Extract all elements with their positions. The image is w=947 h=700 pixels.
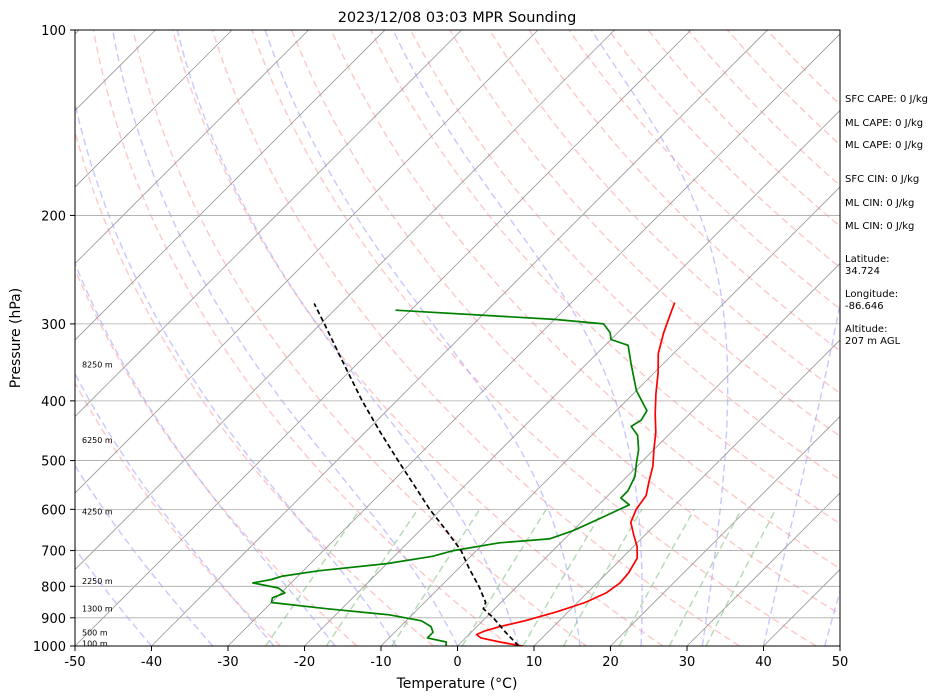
height-label: 8250 m (82, 360, 113, 369)
moist-adiabat-line (75, 372, 275, 646)
ml-cape-text: ML CAPE: 0 J/kg (845, 118, 923, 129)
isotherm-line (75, 30, 692, 646)
height-label: 2250 m (82, 577, 113, 586)
x-tick-label: 40 (755, 655, 772, 670)
isotherm-line (380, 186, 840, 646)
x-tick-label: 20 (602, 655, 619, 670)
isotherm-line (75, 30, 386, 341)
latitude-value: 34.724 (845, 266, 880, 277)
sfc-cin-text: SFC CIN: 0 J/kg (845, 174, 919, 185)
height-labels: 100 m 500 m 1300 m 2250 m 4250 m 6250 m 8250 m (82, 360, 113, 648)
x-tick-label: -50 (64, 655, 85, 670)
dry-adiabat-line (370, 30, 840, 525)
longitude-value: -86.646 (845, 301, 884, 312)
longitude-label: Longitude: (845, 289, 898, 300)
height-label: 100 m (82, 639, 108, 648)
sfc-cape-text: SFC CAPE: 0 J/kg (845, 94, 928, 105)
x-tick-label: 30 (679, 655, 696, 670)
dry-adiabat-line (251, 30, 817, 646)
x-tick-label: 10 (526, 655, 543, 670)
x-tick-label: -30 (217, 655, 238, 670)
y-tick-label: 800 (41, 580, 66, 595)
isotherm-line (75, 30, 462, 418)
height-label: 4250 m (82, 508, 113, 517)
y-axis: 1000 900 800 700 600 500 400 300 200 100 (33, 24, 75, 655)
moist-adiabat-line (75, 464, 214, 646)
x-tick-label: -40 (141, 655, 162, 670)
moist-adiabat-line (111, 30, 459, 646)
x-tick-label: 50 (832, 655, 849, 670)
height-label: 500 m (82, 628, 108, 637)
isotherm-line (227, 33, 840, 646)
y-tick-label: 300 (41, 318, 66, 333)
y-tick-label: 1000 (33, 640, 66, 655)
isotherm-line (304, 109, 840, 646)
moist-adiabat-line (762, 300, 840, 646)
ml-cin-text-2: ML CIN: 0 J/kg (845, 221, 914, 232)
moist-adiabat-line (75, 261, 336, 646)
x-tick-label: -20 (294, 655, 315, 670)
ml-cin-text: ML CIN: 0 J/kg (845, 198, 914, 209)
y-tick-label: 500 (41, 455, 66, 470)
temperature-line (475, 302, 676, 646)
moist-adiabat-line (392, 30, 643, 646)
dry-adiabat-line (132, 30, 587, 646)
y-tick-label: 700 (41, 545, 66, 560)
moist-adiabat-line (824, 588, 840, 646)
y-tick-label: 600 (41, 503, 66, 518)
dry-adiabat-line (290, 30, 840, 616)
y-tick-label: 400 (41, 395, 66, 410)
isotherm-line (75, 30, 615, 571)
x-tick-label: 0 (453, 655, 461, 670)
moist-adiabat-line (75, 100, 397, 646)
y-axis-title: Pressure (hPa) (8, 288, 24, 388)
dewpoint-line (251, 309, 648, 646)
isotherm-line (610, 415, 840, 646)
sounding-annotations: SFC CAPE: 0 J/kg ML CAPE: 0 J/kg ML CAPE… (845, 94, 928, 347)
background-lines (75, 30, 840, 646)
dry-adiabat-line (330, 30, 840, 570)
y-tick-label: 200 (41, 209, 66, 224)
dry-adiabat-line (409, 30, 840, 481)
dry-adiabat-line (211, 30, 740, 646)
dry-adiabat-line (75, 129, 434, 646)
isotherm-line (75, 30, 233, 188)
isotherm-line (457, 262, 840, 646)
ml-cape-text-2: ML CAPE: 0 J/kg (845, 140, 923, 151)
chart-title: 2023/12/08 03:03 MPR Sounding (338, 10, 577, 26)
latitude-label: Latitude: (845, 254, 890, 265)
x-axis: -50 -40 -30 -20 -10 0 10 20 30 40 50 (64, 646, 848, 670)
altitude-value: 207 m AGL (845, 336, 901, 347)
isotherm-line (75, 30, 539, 494)
moist-adiabat-line (176, 30, 520, 646)
x-axis-title: Temperature (°C) (396, 676, 518, 692)
dry-adiabat-line (75, 267, 358, 646)
parcel-path-line (313, 303, 520, 646)
profile-lines (251, 302, 676, 646)
moist-adiabat-line (264, 30, 581, 646)
y-tick-label: 100 (41, 24, 66, 39)
height-label: 1300 m (82, 605, 113, 614)
isotherm-line (686, 492, 840, 646)
isotherm-line (75, 30, 309, 265)
altitude-label: Altitude: (845, 324, 887, 335)
isotherm-line (151, 30, 768, 646)
height-label: 6250 m (82, 436, 113, 445)
dry-adiabat-line (92, 30, 511, 646)
y-tick-label: 900 (41, 612, 66, 627)
x-tick-label: -10 (370, 655, 391, 670)
moist-adiabat-line (75, 547, 153, 646)
